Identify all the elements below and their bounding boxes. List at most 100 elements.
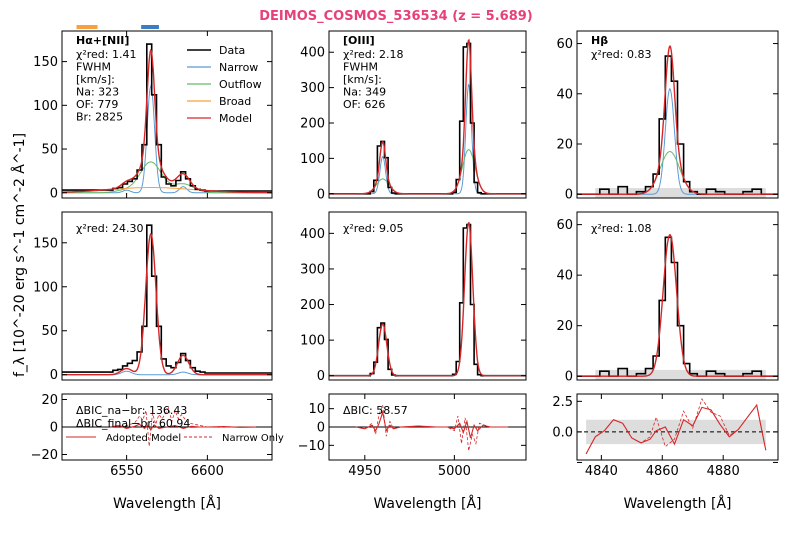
panel-annotation: [km/s]: [76, 73, 115, 86]
axes-frame [328, 211, 527, 381]
component-outflow [329, 149, 526, 195]
panel-annotation: χ²red: 0.83 [591, 48, 652, 61]
legend-label-adopted: Adopted Model [106, 433, 181, 444]
y-tick-label: 150 [33, 55, 58, 70]
legend-label-data: Data [219, 44, 245, 57]
adopted-model-residual [355, 410, 509, 439]
data-spectrum [62, 224, 272, 374]
panel-title: Hβ [591, 34, 608, 47]
panel-title: Hα+[NII] [76, 34, 129, 47]
x-axis-label: Wavelength [Å] [623, 495, 731, 512]
data-spectrum [577, 55, 778, 195]
legend: Data Narrow Outflow Broad Model [187, 44, 262, 125]
y-tick-label: 200 [300, 116, 325, 131]
panel-annotation: Na: 349 [343, 86, 386, 99]
plot-area-hbeta-narrow [577, 233, 778, 380]
panel-annotation: Na: 323 [76, 86, 119, 99]
y-tick-label: 20 [556, 138, 573, 153]
line-window-marker [141, 25, 159, 29]
panel-halpha-narrow: 0 50 100 150 χ²red: 24.30 [33, 211, 273, 383]
y-tick-label: 100 [33, 280, 58, 295]
panel-annotation: χ²red: 1.41 [76, 48, 137, 61]
model-curve [62, 48, 272, 194]
legend-label-broad: Broad [219, 95, 251, 108]
y-tick-label: 100 [33, 99, 58, 114]
axes-frame [576, 393, 779, 461]
line-window-marker [76, 25, 98, 29]
y-tick-label: 40 [556, 87, 573, 102]
y-tick-label: 0 [317, 369, 325, 384]
model-curve [329, 38, 526, 195]
panel-oiii-fit: 0 100 200 300 400 [OIII]χ²red: 2.18FWHM[km/s]… [300, 30, 527, 202]
model-curve [577, 233, 778, 377]
y-tick-label: 0 [50, 421, 58, 436]
legend-label-outflow: Outflow [219, 78, 262, 91]
narrow-only-residual [355, 404, 509, 451]
legend-label-narrow: Narrow [219, 61, 258, 74]
residual-legend: Adopted Model Narrow Only [66, 433, 284, 444]
y-tick-label: 0 [565, 370, 573, 385]
x-axis-label: Wavelength [Å] [373, 495, 481, 512]
x-tick-label: 4860 [646, 464, 679, 479]
y-tick-label: 300 [300, 262, 325, 277]
error-band [595, 188, 766, 198]
plot-area-halpha-resid [62, 406, 272, 447]
y-tick-label: 200 [300, 298, 325, 313]
x-tick-label: 4840 [585, 464, 618, 479]
panel-oiii-resid: −10 0 10 4950 5000 ΔBIC: 58.57 Wavelength [Å] [298, 393, 527, 512]
y-tick-label: 50 [41, 143, 58, 158]
adopted-model-residual [110, 423, 256, 431]
plot-area-oiii-resid [329, 404, 526, 451]
y-axis-label: f_λ [10^-20 erg s^-1 cm^-2 Å^-1] [11, 133, 28, 377]
model-curve [62, 232, 272, 376]
plot-area-hbeta-resid [577, 397, 778, 455]
panel-annotation: ΔBIC_final−br: 60.94 [76, 417, 190, 430]
y-tick-label: 50 [41, 324, 58, 339]
model-curve [577, 44, 778, 195]
panel-title: [OIII] [343, 34, 375, 47]
x-tick-label: 4880 [707, 464, 740, 479]
y-tick-label: 400 [300, 227, 325, 242]
model-curve [329, 221, 526, 377]
y-tick-label: 20 [556, 319, 573, 334]
panel-annotation: ΔBIC_na−br: 136.43 [76, 404, 187, 417]
panel-annotation: FWHM [76, 61, 111, 74]
error-band [595, 369, 766, 380]
panel-hbeta-resid: 0.0 2.5 4840 4860 4880 Wavelength [Å] [552, 393, 779, 512]
legend-label-model: Model [219, 112, 252, 125]
y-tick-label: 60 [556, 37, 573, 52]
panel-annotation: ΔBIC: 58.57 [343, 404, 408, 417]
plot-area-oiii-fit [329, 38, 526, 195]
panel-annotation: FWHM [343, 61, 378, 74]
panel-halpha-resid: −20 0 20 6550 6600 ΔBIC_na−br: 136.43ΔBIC_fin… [31, 393, 273, 512]
y-tick-label: 0 [317, 421, 325, 436]
y-tick-label: 0 [317, 187, 325, 202]
y-tick-label: 0 [565, 188, 573, 203]
x-axis-label: Wavelength [Å] [113, 495, 221, 512]
y-tick-label: −20 [31, 448, 58, 463]
panel-annotation: χ²red: 9.05 [343, 222, 404, 235]
plot-area-oiii-narrow [329, 221, 526, 377]
y-tick-label: 100 [300, 152, 325, 167]
x-tick-label: 6600 [191, 464, 224, 479]
y-tick-label: 300 [300, 81, 325, 96]
panel-annotation: χ²red: 24.30 [76, 222, 144, 235]
axes-frame [328, 30, 527, 199]
plot-area-hbeta-fit [577, 44, 778, 198]
axes-frame [576, 30, 779, 199]
y-tick-label: 40 [556, 269, 573, 284]
plot-area-halpha-narrow [62, 224, 272, 376]
panel-annotation: Br: 2825 [76, 111, 123, 124]
panel-annotation: [km/s]: [343, 73, 382, 86]
panel-oiii-narrow: 0 100 200 300 400 χ²red: 9.05 [300, 211, 527, 384]
y-tick-label: 150 [33, 236, 58, 251]
panel-annotation: OF: 626 [343, 98, 385, 111]
y-tick-label: 60 [556, 218, 573, 233]
figure-title: DEIMOS_COSMOS_536534 (z = 5.689) [259, 9, 532, 24]
y-tick-label: 100 [300, 334, 325, 349]
adopted-model-residual [585, 403, 767, 455]
axes-frame [61, 30, 273, 199]
